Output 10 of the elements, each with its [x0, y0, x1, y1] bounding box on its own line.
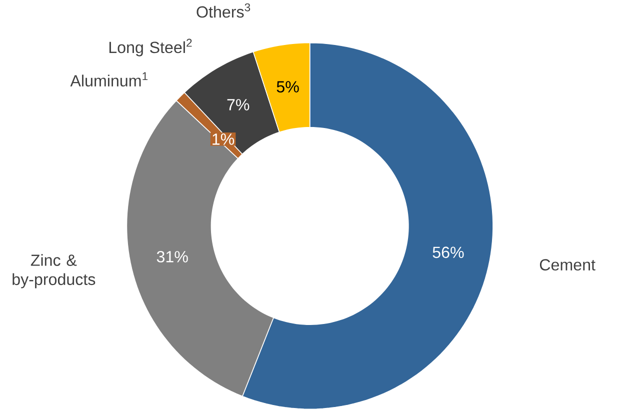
data-label: 7%	[227, 99, 250, 111]
data-label: 5%	[276, 81, 299, 93]
slice-label: Aluminum$^{1}$	[70, 72, 148, 87]
data-label: 31%	[156, 251, 188, 263]
slice-label: Cement	[540, 259, 596, 271]
slice-label: Others$^{3}$	[196, 4, 250, 18]
slice-label: Long Steel$^{2}$	[109, 39, 192, 57]
data-label: 56%	[432, 246, 464, 258]
slice-label: Zinc & by-products	[12, 254, 96, 288]
data-label: 1%	[212, 134, 234, 146]
